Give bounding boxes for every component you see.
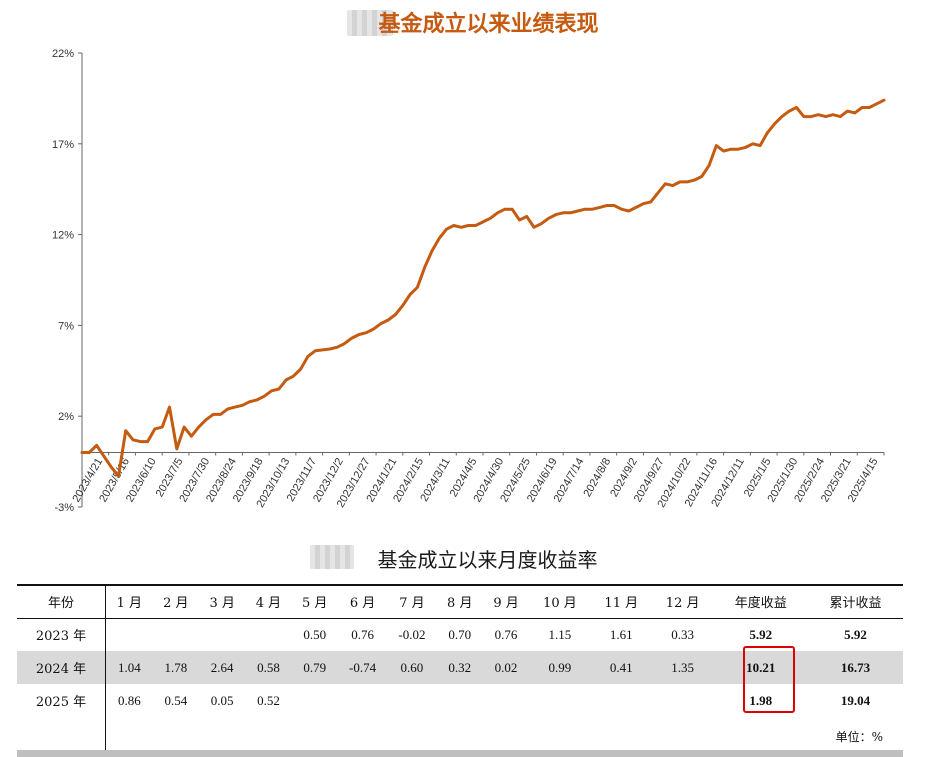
monthly-return-cell: 0.70 (448, 626, 472, 642)
monthly-return-cell (338, 684, 387, 717)
y-tick-label: -3% (54, 502, 74, 514)
y-tick-label: 12% (52, 230, 74, 242)
table-title: 基金成立以来月度收益率 (377, 548, 598, 572)
header-month: 10 月 (529, 584, 591, 619)
row-year: 2025 年 (17, 684, 106, 717)
cumulative-return-cell: 19.04 (840, 692, 871, 708)
monthly-return-cell: 0.79 (291, 651, 338, 684)
monthly-return-cell: 1.61 (609, 626, 633, 642)
y-tick-label: 2% (58, 411, 74, 423)
header-month: 1 月 (105, 584, 153, 619)
y-tick-label: 17% (52, 139, 74, 151)
header-month: 4 月 (245, 584, 292, 619)
monthly-return-cell: 0.76 (494, 626, 518, 642)
monthly-return-cell: -0.02 (398, 626, 426, 642)
header-month: 11 月 (590, 584, 652, 619)
highlight-box (743, 646, 795, 713)
redacted-fund-name-table (310, 545, 354, 569)
monthly-return-cell (153, 618, 199, 651)
monthly-return-cell (483, 684, 529, 717)
monthly-return-cell: 0.76 (351, 626, 374, 642)
monthly-return-cell: 0.02 (482, 651, 530, 684)
series-line (80, 98, 886, 478)
y-tick-label: 22% (52, 48, 74, 60)
annual-return-cell: 5.92 (749, 626, 773, 642)
monthly-return-cell: 0.05 (210, 692, 234, 708)
header-month: 8 月 (436, 584, 483, 619)
monthly-return-cell: 0.32 (436, 651, 483, 684)
table-row: 2023 年 0.50 0.76 -0.02 0.70 0.76 1.15 1.61 0.33 5… (17, 618, 903, 651)
monthly-return-cell (652, 684, 713, 717)
monthly-return-cell (292, 684, 338, 717)
monthly-return-cell (199, 618, 245, 651)
table-row: 2025 年 0.86 0.54 0.05 0.52 1.98 19.04 (17, 684, 903, 717)
monthly-return-cell: 0.50 (303, 626, 327, 642)
monthly-return-cell: -0.74 (337, 651, 388, 684)
table-bottom-bar (17, 750, 903, 757)
cumulative-return-cell: 5.92 (844, 626, 867, 642)
header-month: 12 月 (651, 584, 714, 619)
header-cumulative: 累计收益 (808, 584, 903, 619)
line-chart: -3% 2% 7% 12% 17% 22% 2023/4/212023/5/162023/… (52, 48, 886, 514)
y-tick-label: 7% (58, 320, 74, 332)
redacted-fund-name (347, 10, 393, 36)
header-month: 7 月 (387, 584, 437, 619)
monthly-return-cell: 1.15 (548, 626, 572, 642)
monthly-return-cell: 0.60 (387, 651, 437, 684)
header-year: 年份 (17, 584, 106, 619)
monthly-return-cell (529, 684, 590, 717)
chart-axes (81, 53, 884, 507)
row-year: 2024 年 (17, 651, 106, 684)
monthly-return-cell: 0.58 (245, 651, 292, 684)
monthly-return-cell (591, 684, 652, 717)
monthly-return-cell: 1.78 (152, 651, 199, 684)
monthly-return-cell: 2.64 (199, 651, 246, 684)
y-axis-ticks: -3% 2% 7% 12% 17% 22% (52, 48, 82, 514)
header-month: 3 月 (199, 584, 246, 619)
monthly-return-cell: 0.33 (671, 626, 695, 642)
monthly-return-cell (106, 618, 153, 651)
row-year: 2023 年 (17, 618, 106, 651)
monthly-return-cell: 1.35 (651, 651, 714, 684)
x-axis-ticks: 2023/4/212023/5/162023/6/102023/7/52023/… (70, 452, 885, 510)
header-month: 5 月 (291, 584, 338, 619)
spacer-row (17, 717, 903, 755)
monthly-return-cell: 0.99 (529, 651, 591, 684)
header-annual: 年度收益 (713, 584, 809, 619)
annual-return-cell: 1.98 (749, 692, 773, 708)
table-row: 2024 年 1.04 1.78 2.64 0.58 0.79 -0.74 0.60 0.32 0… (17, 651, 903, 684)
monthly-return-cell (437, 684, 483, 717)
header-month: 9 月 (482, 584, 530, 619)
unit-label: 单位：% (835, 730, 883, 744)
monthly-return-cell (245, 618, 291, 651)
monthly-return-cell: 0.41 (590, 651, 652, 684)
monthly-return-cell: 0.86 (117, 692, 141, 708)
monthly-return-cell: 1.04 (105, 651, 153, 684)
annual-return-cell: 10.21 (713, 651, 809, 684)
cumulative-return-cell: 16.73 (808, 651, 903, 684)
monthly-return-cell: 0.54 (164, 692, 188, 708)
monthly-return-cell: 0.52 (257, 692, 280, 708)
header-month: 6 月 (337, 584, 388, 619)
header-month: 2 月 (152, 584, 199, 619)
monthly-return-cell (387, 684, 436, 717)
chart-title: 基金成立以来业绩表现 (378, 11, 599, 37)
